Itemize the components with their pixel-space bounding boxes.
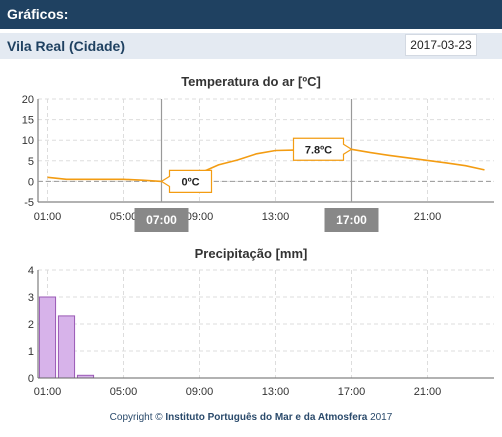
precipitation-chart: Precipitação [mm] 0 1 2 3 4 01:00 05:00 09:00 13:… <box>28 246 494 398</box>
temp-y-tick: -5 <box>24 197 34 209</box>
page-title: Gráficos: <box>7 6 69 22</box>
precip-title: Precipitação [mm] <box>195 246 308 261</box>
temp-min-hour-badge-bg <box>134 208 189 232</box>
temp-min-label-box <box>160 169 213 193</box>
precip-x-tick: 17:00 <box>338 386 366 398</box>
precip-bar <box>38 296 57 379</box>
temp-y-tick: 5 <box>28 156 34 168</box>
header-bar: Gráficos: <box>0 0 502 29</box>
temp-y-tick: 15 <box>22 115 34 127</box>
temp-title: Temperatura do ar [ºC] <box>181 74 321 89</box>
temp-x-tick: 13:00 <box>262 211 290 223</box>
temp-x-tick: 05:00 <box>110 211 138 223</box>
precip-x-tick: 21:00 <box>414 386 442 398</box>
copyright-year: 2017 <box>370 412 393 423</box>
precip-y-tick: 1 <box>28 346 34 358</box>
copyright-org[interactable]: Instituto Português do Mar e da Atmosfer… <box>165 412 368 423</box>
precip-y-tick: 0 <box>28 373 34 385</box>
temp-y-tick: 0 <box>28 176 34 188</box>
location-name: Vila Real (Cidade) <box>7 38 126 54</box>
temperature-chart: Temperatura do ar [ºC] -5 0 5 10 15 20 01:00 05:… <box>22 74 494 232</box>
copyright-prefix: Copyright © <box>109 412 163 423</box>
precip-bar <box>57 315 76 379</box>
precip-x-tick: 09:00 <box>186 386 214 398</box>
temp-max-hour-badge-bg <box>324 208 379 232</box>
temp-max-hour-badge: 17:00 <box>336 213 367 227</box>
precip-x-tick: 13:00 <box>262 386 290 398</box>
precip-y-tick: 2 <box>28 319 34 331</box>
temp-max-label: 7.8ºC <box>305 144 332 156</box>
precip-y-tick: 4 <box>28 265 34 277</box>
temp-x-tick: 01:00 <box>34 211 62 223</box>
temp-min-label: 0ºC <box>181 176 199 188</box>
temp-max-label-box <box>292 137 353 161</box>
location-bar: Vila Real (Cidade) 2017-03-23 <box>0 33 502 59</box>
temp-y-tick: 20 <box>22 94 34 106</box>
precip-x-tick: 01:00 <box>34 386 62 398</box>
precip-y-tick: 3 <box>28 292 34 304</box>
temp-series-line <box>47 148 485 183</box>
temp-x-tick: 09:00 <box>186 211 214 223</box>
temp-y-tick: 10 <box>22 135 34 147</box>
footer-copyright: Copyright © Instituto Português do Mar e… <box>0 412 502 423</box>
temp-min-hour-badge: 07:00 <box>146 213 177 227</box>
date-field[interactable]: 2017-03-23 <box>405 34 477 56</box>
temp-x-tick: 21:00 <box>414 211 442 223</box>
precip-x-tick: 05:00 <box>110 386 138 398</box>
